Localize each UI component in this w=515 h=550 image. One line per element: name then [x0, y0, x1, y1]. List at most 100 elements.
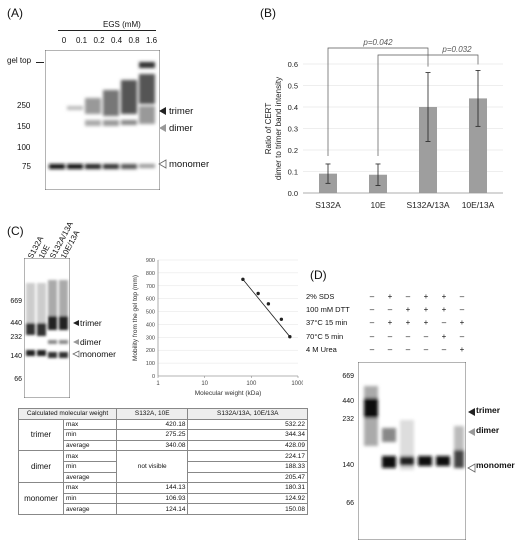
group-trimer: trimer [18, 418, 64, 452]
table-row: min 106.93 124.92 [19, 492, 308, 505]
stat-label: average [63, 471, 117, 484]
value-cell: 340.08 [115, 439, 189, 452]
point-4 [288, 334, 292, 339]
d-marker-232: 232 [342, 416, 354, 423]
egs-bracket [58, 30, 156, 31]
y-tick-2: 0.2 [288, 146, 298, 155]
x-tick-2: S132A/13A [406, 200, 449, 210]
dimer-arrow-icon [159, 124, 166, 132]
c-x-tick-0: 1 [156, 381, 160, 387]
trendline [242, 279, 291, 337]
condition-1: 100 mM DTT [306, 305, 350, 315]
value-cell: 144.13 [115, 482, 189, 494]
gel-top-tick [36, 62, 44, 63]
value-cell: 124.14 [115, 503, 189, 515]
c-arrows [72, 320, 80, 358]
d-marker-140: 140 [342, 462, 354, 469]
value-cell: 344.34 [187, 429, 308, 441]
y-tick-1: 0.1 [288, 168, 298, 177]
c-marker-440: 440 [10, 320, 22, 327]
c-dimer-label: dimer [80, 337, 102, 347]
c-marker-669: 669 [10, 298, 22, 305]
gel-c [24, 258, 70, 398]
marker-250: 250 [17, 101, 31, 110]
dimer-arrow-icon [468, 428, 475, 436]
x-tick-0: S132A [315, 200, 341, 210]
d-markers: 669 440 232 140 66 [328, 370, 354, 507]
condition-4-sign-1: – [387, 344, 393, 354]
not-visible-cell: not visible [115, 450, 189, 484]
p-value-1: p=0.042 [362, 38, 393, 47]
c-y-tick-8: 800 [146, 271, 155, 277]
table-row: average 124.14 150.08 [19, 503, 308, 515]
stat-label: min [63, 460, 117, 473]
condition-2-sign-2: + [405, 318, 411, 328]
header-cell-1: S132A, 10E [115, 408, 189, 420]
c-x-tick-2: 100 [246, 381, 257, 387]
monomer-arrow-icon [158, 159, 167, 169]
concentration-5: 1.6 [145, 36, 158, 45]
header-cell-2: S132A/13A, 10E/13A [187, 408, 308, 420]
bar-S132A/13A [419, 107, 437, 193]
condition-1-sign-1: – [387, 305, 393, 315]
panel-a-label: (A) [7, 6, 23, 20]
mobility-chart: 0 100 200 300 400 500 600 700 800 900 1 10 100 1000 Mo… [132, 258, 303, 397]
value-cell: 205.47 [187, 471, 308, 484]
panel-c-label: (C) [7, 224, 24, 238]
y-tick-3: 0.3 [288, 125, 298, 134]
concentration-3: 0.4 [110, 36, 123, 45]
condition-2-sign-1: + [387, 318, 393, 328]
table-row: min 188.33 [19, 460, 308, 473]
a-arrows [158, 107, 167, 169]
condition-3-sign-3: – [423, 331, 429, 341]
panel-d-label: (D) [310, 268, 327, 282]
x-tick-1: 10E [370, 200, 385, 210]
trimer-arrow-icon [159, 107, 166, 115]
condition-3: 70°C 5 min [306, 331, 344, 341]
y-tick-4: 0.4 [288, 103, 298, 112]
table-row: dimer max not visible 224.17 [18, 450, 308, 484]
a-dimer-label: dimer [169, 123, 193, 134]
condition-4-sign-2: – [405, 344, 411, 354]
condition-0-sign-3: + [423, 292, 429, 301]
condition-0-sign-5: – [459, 292, 465, 301]
panel-b-label: (B) [260, 6, 276, 20]
point-0 [241, 277, 245, 282]
bracket-2 [377, 54, 479, 156]
c-markers: 669 440 232 140 66 [0, 290, 22, 400]
table-row: trimer max 420.18 532.22 [18, 418, 308, 452]
d-arrows [467, 408, 476, 473]
condition-3-sign-4: + [441, 331, 447, 341]
d-marker-440: 440 [342, 398, 354, 405]
value-cell: 106.93 [115, 492, 189, 505]
condition-2: 37°C 15 min [306, 318, 348, 328]
concentration-0: 0 [61, 36, 67, 45]
egs-title: EGS (mM) [103, 20, 141, 29]
condition-0-sign-4: + [441, 292, 447, 301]
condition-4-sign-0: – [369, 344, 375, 354]
group-monomer: monomer [18, 482, 64, 515]
concentration-1: 0.1 [75, 36, 88, 45]
c-y-tick-7: 700 [146, 284, 155, 290]
table-row: min 275.25 344.34 [19, 429, 308, 441]
value-cell: 420.18 [115, 418, 189, 431]
table-row: average 340.08 428.09 [19, 439, 308, 452]
condition-1-sign-4: + [441, 305, 447, 315]
y-axis-label: Ratio of CERTdimer to trimer band intens… [264, 77, 283, 180]
d-marker-66: 66 [346, 500, 354, 507]
table-header-row: Calculated molecular weight S132A, 10E S13… [18, 408, 308, 420]
x-tick-3: 10E/13A [462, 200, 495, 210]
stat-label: average [63, 439, 117, 452]
stat-label: max [63, 418, 117, 431]
c-x-axis-label: Molecular weight (kDa) [195, 390, 261, 397]
value-cell: 180.31 [187, 482, 308, 494]
gel-d [358, 362, 466, 540]
p-value-2: p=0.032 [441, 45, 472, 54]
y-axis-label-line1: Ratio of CERT [264, 103, 273, 155]
bracket-1 [327, 47, 429, 156]
value-cell: 275.25 [115, 429, 189, 441]
condition-3-sign-5: – [459, 331, 465, 341]
table-row: monomer max 144.13 180.31 [18, 482, 308, 515]
c-y-tick-0: 0 [152, 374, 155, 380]
c-monomer-label: monomer [80, 349, 116, 359]
